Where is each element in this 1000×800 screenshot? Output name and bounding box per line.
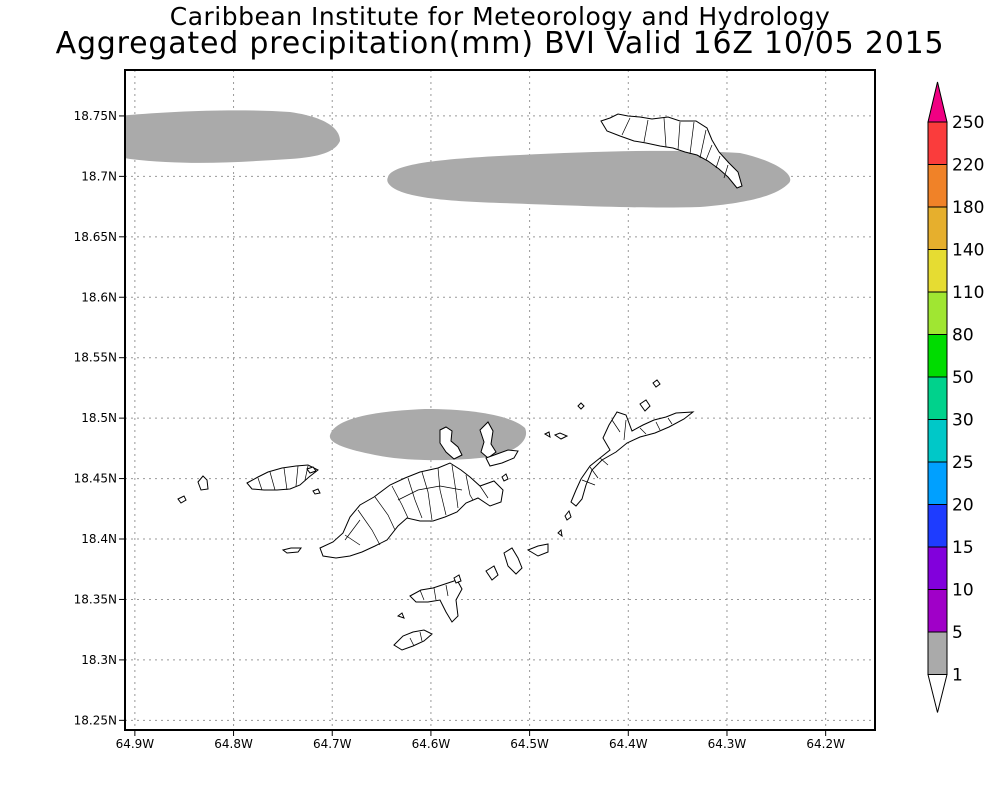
norman-island — [393, 629, 433, 651]
legend-swatch-lowest — [927, 674, 948, 713]
axis-labels: 18.75N 18.7N 18.65N 18.6N 18.55N 18.5N 18.45N 1… — [74, 109, 845, 751]
jost-van-dyke-island — [246, 464, 319, 491]
island-subdivisions — [257, 117, 729, 647]
northwest-rain-band — [125, 110, 340, 163]
great-camanoe-island — [479, 421, 497, 459]
lon-label: 64.2W — [806, 737, 845, 751]
precipitation-overlay — [125, 110, 791, 461]
map-title: Aggregated precipitation(mm) BVI Valid 1… — [55, 26, 945, 61]
peter-island — [409, 579, 463, 623]
legend-swatch — [927, 419, 948, 463]
central-rain-cell — [329, 409, 527, 461]
legend-label: 80 — [952, 326, 974, 346]
lon-label: 64.3W — [708, 737, 747, 751]
legend-swatch — [927, 249, 948, 293]
lat-label: 18.35N — [74, 592, 117, 606]
guana-island — [439, 426, 463, 460]
axis-ticks — [119, 115, 827, 736]
legend-label: 1 — [952, 666, 963, 686]
legend-swatch — [927, 589, 948, 633]
ginger-island — [526, 543, 549, 557]
islet-east-b — [557, 528, 563, 538]
lon-label: 64.8W — [214, 737, 253, 751]
legend-label: 140 — [952, 241, 984, 261]
lat-label: 18.25N — [74, 713, 117, 727]
coastline-islands — [177, 113, 743, 651]
legend-swatch — [927, 376, 948, 420]
lon-label: 64.5W — [510, 737, 549, 751]
lon-label: 64.9W — [116, 737, 155, 751]
lat-label: 18.75N — [74, 109, 117, 123]
legend-swatch — [927, 631, 948, 675]
little-thatch-island — [281, 547, 302, 554]
islet-east-a — [564, 509, 572, 521]
legend-label: 180 — [952, 198, 984, 218]
lat-label: 18.5N — [81, 411, 117, 425]
legend-label: 30 — [952, 411, 974, 431]
lon-label: 64.6W — [412, 737, 451, 751]
legend-swatch — [927, 504, 948, 548]
legend-swatch-highest — [927, 81, 948, 123]
legend-swatch — [927, 121, 948, 165]
lon-label: 64.4W — [609, 737, 648, 751]
legend-swatch — [927, 546, 948, 590]
lat-label: 18.3N — [81, 653, 117, 667]
legend-label: 5 — [952, 623, 963, 643]
eustatia-islet — [639, 399, 651, 412]
islet-west-a — [312, 488, 321, 495]
legend-label: 250 — [952, 113, 984, 133]
legend-swatch — [927, 334, 948, 378]
islet-south-a — [453, 574, 462, 584]
legend-label: 25 — [952, 453, 974, 473]
lat-label: 18.45N — [74, 472, 117, 486]
institute-title: Caribbean Institute for Meteorology and … — [169, 2, 831, 31]
lat-label: 18.6N — [81, 290, 117, 304]
necker-islet — [652, 379, 661, 388]
legend-swatch — [927, 164, 948, 208]
legend-swatch — [927, 461, 948, 505]
north-rain-band — [387, 150, 791, 208]
west-cay-islet — [177, 495, 187, 504]
islet-north-b — [553, 432, 569, 440]
legend-swatch — [927, 291, 948, 335]
legend-label: 10 — [952, 581, 974, 601]
islet-east-c — [543, 431, 551, 439]
islet-south-b — [396, 612, 405, 619]
legend-label: 15 — [952, 538, 974, 558]
salt-island — [485, 565, 499, 581]
legend-swatch — [927, 206, 948, 250]
lon-label: 64.7W — [313, 737, 352, 751]
islet-north-a — [577, 402, 585, 410]
legend-label: 50 — [952, 368, 974, 388]
lat-label: 18.4N — [81, 532, 117, 546]
virgin-gorda-island — [570, 411, 695, 507]
beef-island — [485, 449, 519, 467]
lat-label: 18.7N — [81, 169, 117, 183]
lat-label: 18.65N — [74, 230, 117, 244]
cooper-island — [503, 547, 523, 575]
sandy-cay-islet — [197, 475, 209, 491]
lat-label: 18.55N — [74, 351, 117, 365]
legend-label: 220 — [952, 156, 984, 176]
anegada-island — [600, 113, 743, 189]
islet-east-d — [501, 473, 509, 482]
tortola-island — [319, 462, 504, 559]
islet-west-b — [306, 466, 317, 474]
legend-label: 110 — [952, 283, 984, 303]
legend-label: 20 — [952, 496, 974, 516]
map-frame — [124, 69, 876, 731]
